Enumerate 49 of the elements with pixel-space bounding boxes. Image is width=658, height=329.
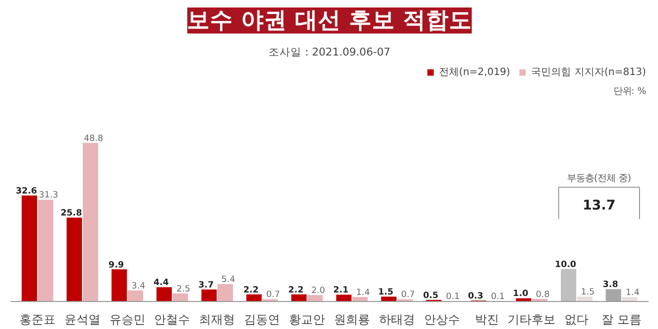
- data-label: 1.0: [512, 289, 528, 300]
- data-label: 0.5: [423, 290, 438, 301]
- data-label: 0.7: [401, 290, 415, 300]
- annotation: 부동층(전체 중): [566, 173, 632, 184]
- data-label: 0.8: [536, 290, 550, 300]
- data-label: 3.4: [132, 281, 146, 292]
- data-label: 4.4: [153, 278, 169, 288]
- data-label: 3.7: [198, 280, 214, 290]
- x-tick-label: 없다: [564, 312, 589, 326]
- legend-label: 전체(n=2,019): [439, 66, 510, 79]
- text: 단위: %: [613, 86, 646, 97]
- data-label: 1.4: [626, 288, 640, 298]
- data-label: 0.1: [446, 292, 460, 302]
- data-label: 2.0: [311, 286, 326, 296]
- chart-title: 보수 야권 대선 후보 적합도: [187, 8, 472, 34]
- data-label: 2.1: [333, 286, 349, 296]
- data-label: 1.5: [378, 288, 394, 298]
- x-tick-label: 최재형: [199, 312, 236, 326]
- data-label: 2.2: [243, 285, 259, 296]
- x-tick-label: 윤석열: [64, 312, 100, 326]
- annotation: 13.7: [582, 198, 616, 214]
- data-label: 3.8: [602, 280, 618, 290]
- data-label: 32.6: [16, 186, 38, 197]
- x-tick-label: 황교안: [289, 312, 326, 326]
- data-label: 31.3: [38, 190, 58, 201]
- x-tick-label: 원희룡: [334, 312, 370, 326]
- x-tick-label: 김동연: [244, 312, 280, 326]
- data-label: 9.9: [108, 260, 124, 270]
- x-tick-label: 안철수: [154, 312, 190, 326]
- legend-label: 국민의힘 지지자(n=813): [531, 66, 646, 79]
- x-tick-label: 기타후보: [508, 312, 556, 326]
- data-label: 0.1: [490, 292, 505, 302]
- data-label: 2.2: [288, 285, 304, 296]
- data-label: 2.5: [176, 284, 190, 294]
- x-tick-label: 안상수: [424, 312, 460, 326]
- data-label: 1.5: [580, 288, 595, 298]
- data-label: 10.0: [554, 260, 576, 270]
- x-tick-label: 하태경: [378, 312, 415, 326]
- data-label: 0.3: [468, 292, 484, 302]
- data-label: 48.8: [84, 134, 104, 144]
- x-tick-label: 유승민: [109, 312, 146, 326]
- data-label: 0.7: [266, 290, 280, 300]
- data-label: 1.4: [356, 288, 370, 298]
- x-tick-label: 홍준표: [19, 312, 56, 326]
- x-tick-label: 박진: [474, 312, 499, 326]
- x-tick-label: 잘 모름: [602, 312, 642, 326]
- chart-subtitle: 조사일 : 2021.09.06-07: [268, 46, 390, 58]
- data-label: 25.8: [60, 208, 82, 219]
- data-label: 5.4: [221, 274, 236, 285]
